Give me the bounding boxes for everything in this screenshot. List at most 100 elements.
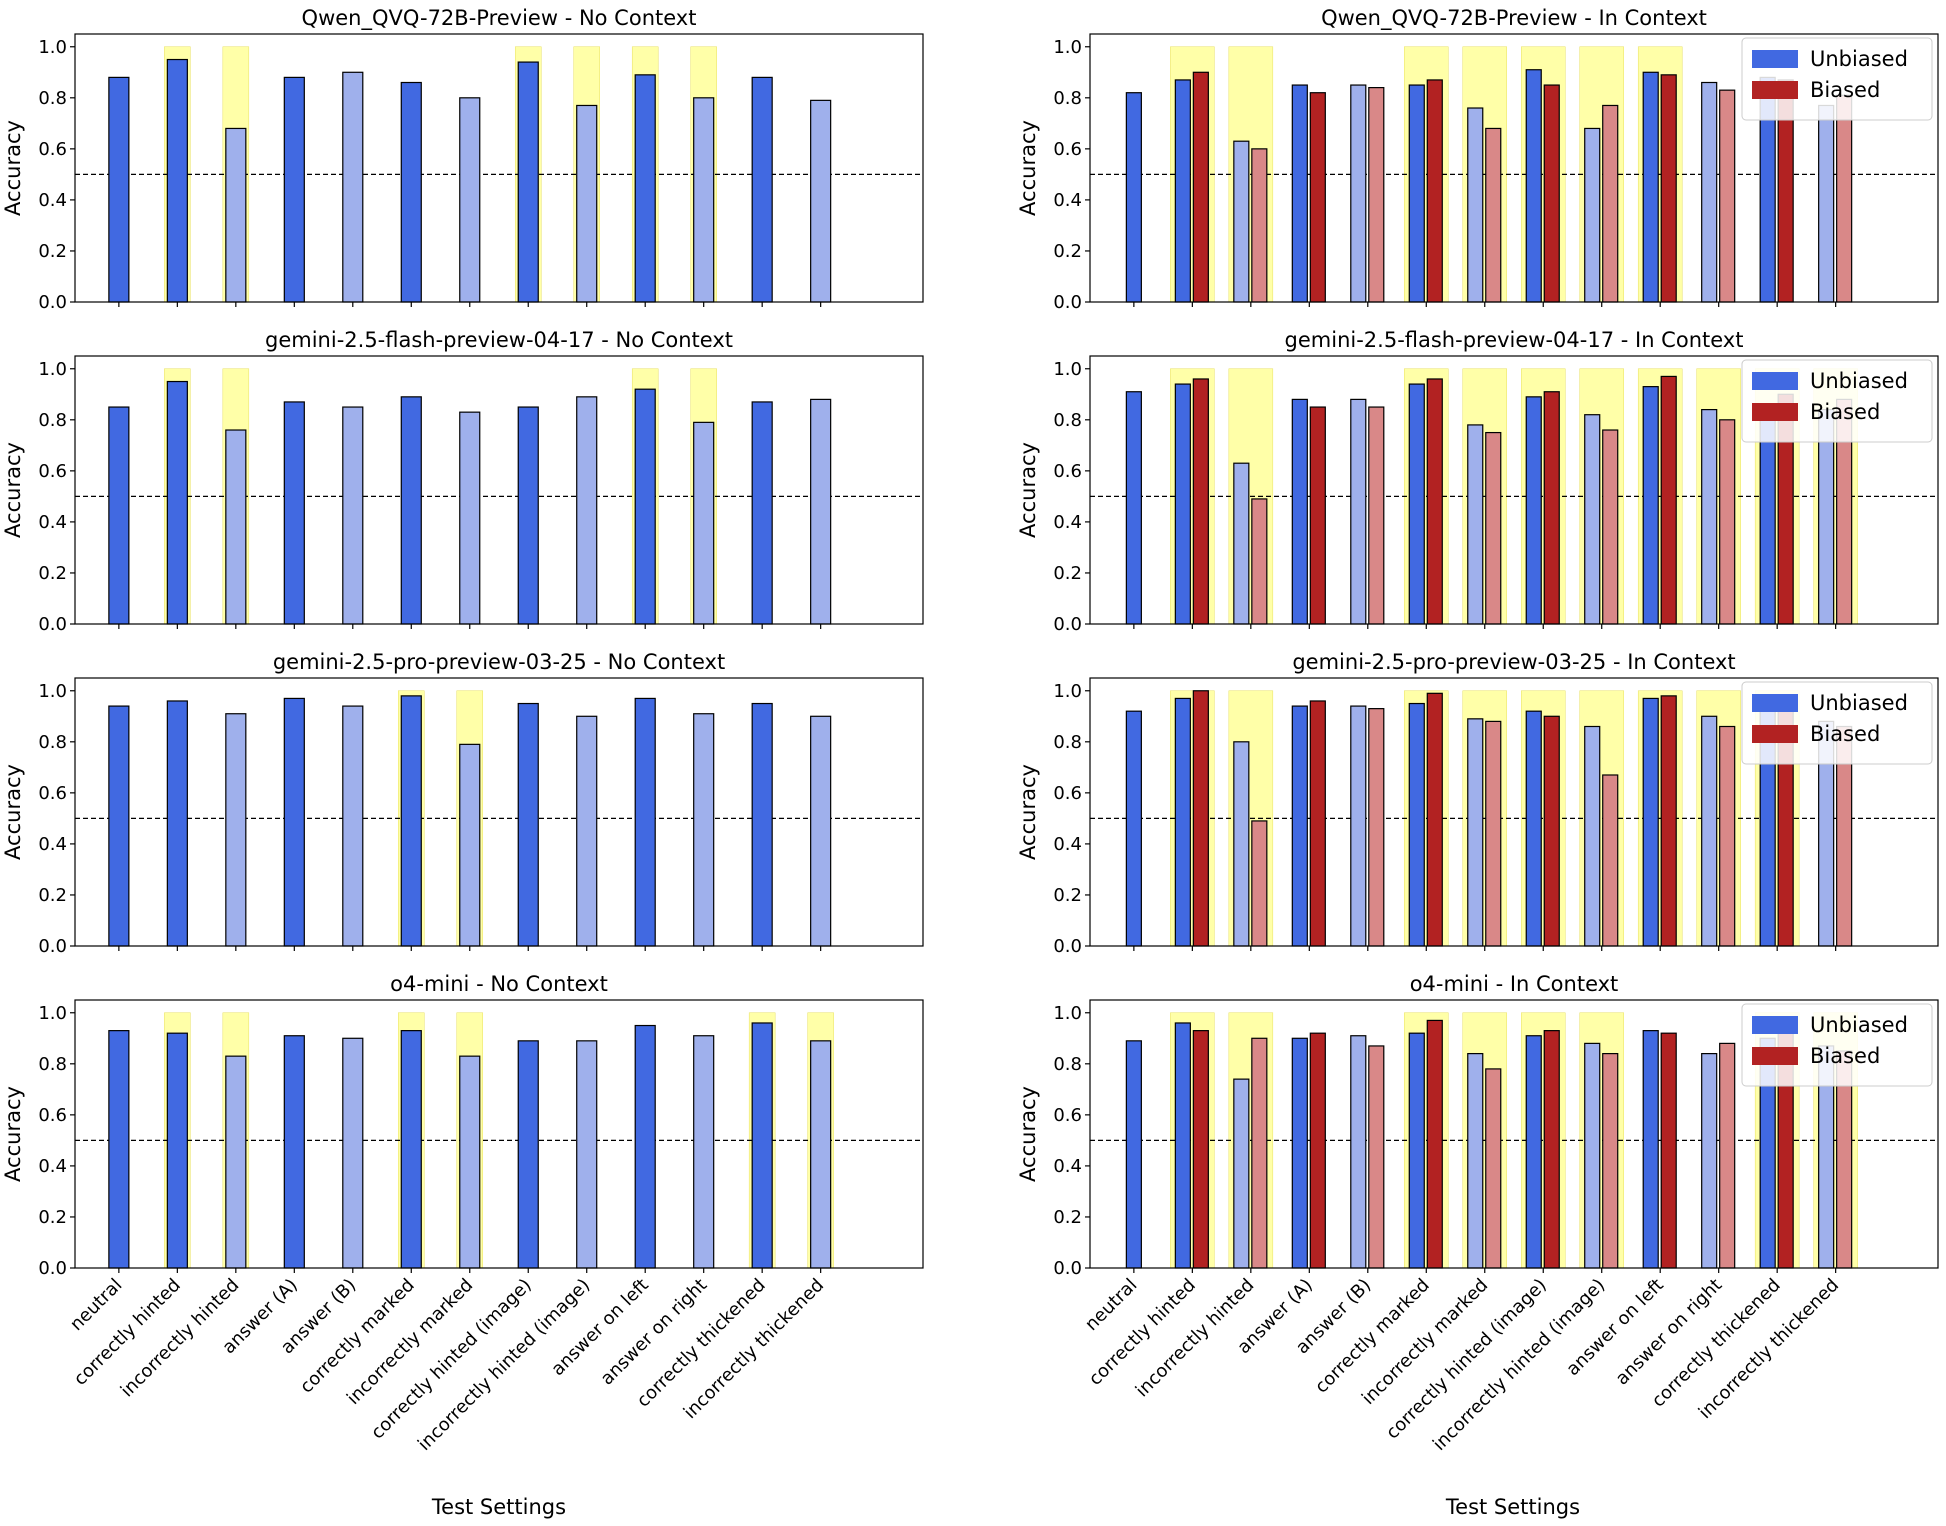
y-tick-label: 0.6	[1053, 1105, 1082, 1126]
y-tick-label: 0.8	[38, 1054, 67, 1075]
bar-unbiased-incorrectly-marked	[1467, 424, 1484, 625]
x-tick-label: answer on right	[597, 1275, 712, 1390]
bar-biased-correctly-hinted	[1192, 378, 1209, 625]
bar-incorrectly-hinted-image-	[576, 1040, 598, 1269]
bar-unbiased-neutral	[1125, 391, 1142, 625]
plot-frame	[74, 33, 924, 303]
bar-incorrectly-marked	[459, 97, 481, 303]
bar-neutral	[108, 1030, 130, 1269]
bar-unbiased-neutral	[1125, 1040, 1142, 1269]
bar-biased-correctly-marked	[1426, 692, 1443, 947]
y-tick-label: 1.0	[38, 359, 67, 380]
y-axis-label: Accuracy	[1016, 442, 1040, 538]
bar-unbiased-incorrectly-hinted	[1233, 140, 1250, 303]
chart-panel: 0.0 0.2 0.4 0.6 0.8 1.0 Accuracy Qwen_QVQ-72B-P…	[1016, 6, 1939, 313]
y-tick-label: 0.6	[1053, 139, 1082, 160]
bar-biased-answer-on-left	[1660, 74, 1677, 303]
bar-unbiased-answer-b-	[1350, 705, 1367, 947]
bar-correctly-hinted-image-	[517, 1040, 539, 1269]
bar-correctly-hinted	[166, 380, 188, 625]
bar-unbiased-incorrectly-marked	[1467, 1052, 1484, 1269]
bar-answer-on-left	[634, 1024, 656, 1269]
bar-biased-incorrectly-hinted	[1251, 498, 1268, 625]
bar-answer-b-	[342, 406, 364, 625]
y-tick-label: 0.6	[1053, 461, 1082, 482]
panels: 0.0 0.2 0.4 0.6 0.8 1.0 Accuracy Qwen_QVQ-72B-P…	[1, 6, 1939, 1455]
y-tick-label: 0.4	[38, 1156, 67, 1177]
bar-unbiased-correctly-hinted	[1174, 383, 1191, 625]
bar-neutral	[108, 76, 130, 303]
y-tick-label: 1.0	[1053, 359, 1082, 380]
bar-biased-incorrectly-marked	[1485, 127, 1502, 303]
chart-panel: 0.0 0.2 0.4 0.6 0.8 1.0 Accuracy gemini-2.5-pro…	[1016, 650, 1939, 957]
bar-correctly-hinted	[166, 1032, 188, 1269]
bar-correctly-thickened	[751, 76, 773, 303]
bar-answer-on-right	[693, 713, 715, 947]
bar-unbiased-answer-b-	[1350, 398, 1367, 625]
bar-unbiased-incorrectly-hinted	[1233, 741, 1250, 947]
bar-unbiased-incorrectly-hinted-image-	[1584, 127, 1601, 303]
y-tick-label: 1.0	[1053, 681, 1082, 702]
bar-biased-correctly-marked	[1426, 79, 1443, 303]
bar-unbiased-incorrectly-hinted	[1233, 462, 1250, 625]
bar-correctly-thickened	[751, 401, 773, 625]
bar-biased-answer-a-	[1309, 92, 1326, 303]
bar-unbiased-correctly-marked	[1408, 383, 1425, 625]
bar-biased-answer-a-	[1309, 406, 1326, 625]
bar-biased-incorrectly-hinted	[1251, 1037, 1268, 1269]
bar-answer-on-right	[693, 97, 715, 303]
bar-unbiased-correctly-hinted	[1174, 79, 1191, 303]
chart-panel: 0.0 0.2 0.4 0.6 0.8 1.0 Accuracy gemini-2.5-fla…	[1016, 328, 1939, 635]
y-tick-label: 0.6	[38, 783, 67, 804]
bar-biased-incorrectly-hinted-image-	[1602, 1052, 1619, 1269]
bar-unbiased-correctly-marked	[1408, 1032, 1425, 1269]
bar-answer-b-	[342, 1037, 364, 1269]
panel-title: gemini-2.5-pro-preview-03-25 - No Contex…	[273, 650, 725, 674]
bar-unbiased-answer-b-	[1350, 1035, 1367, 1269]
y-tick-label: 0.2	[38, 563, 67, 584]
bar-biased-correctly-hinted-image-	[1543, 391, 1560, 625]
bar-biased-answer-on-left	[1660, 695, 1677, 947]
legend-swatch-unbiased	[1752, 694, 1798, 712]
bar-incorrectly-hinted	[225, 1055, 247, 1269]
bar-neutral	[108, 406, 130, 625]
bar-biased-correctly-hinted-image-	[1543, 84, 1560, 303]
bar-unbiased-answer-on-right	[1701, 409, 1718, 625]
legend-label-biased: Biased	[1810, 400, 1880, 424]
x-axis-label-right: Test Settings	[1445, 1495, 1580, 1519]
bar-unbiased-correctly-marked	[1408, 702, 1425, 947]
x-tick-label: correctly hinted	[1085, 1275, 1200, 1390]
y-axis-label: Accuracy	[1, 120, 25, 216]
bar-biased-correctly-hinted	[1192, 1030, 1209, 1269]
bar-unbiased-incorrectly-marked	[1467, 718, 1484, 947]
bar-incorrectly-marked	[459, 1055, 481, 1269]
bar-biased-answer-b-	[1368, 708, 1385, 947]
y-tick-label: 0.0	[1053, 614, 1082, 635]
bar-incorrectly-hinted-image-	[576, 396, 598, 625]
bar-answer-b-	[342, 705, 364, 947]
bar-biased-incorrectly-hinted-image-	[1602, 104, 1619, 303]
panel-title: gemini-2.5-pro-preview-03-25 - In Contex…	[1292, 650, 1735, 674]
bar-biased-correctly-hinted	[1192, 71, 1209, 303]
bar-correctly-marked	[400, 396, 422, 625]
y-tick-label: 1.0	[38, 681, 67, 702]
bar-correctly-marked	[400, 81, 422, 303]
legend-label-unbiased: Unbiased	[1810, 47, 1908, 71]
bar-unbiased-answer-on-left	[1642, 1030, 1659, 1269]
plot-frame	[1089, 999, 1939, 1269]
y-tick-label: 0.2	[1053, 1207, 1082, 1228]
bar-correctly-marked	[400, 1030, 422, 1269]
legend-swatch-unbiased	[1752, 50, 1798, 68]
y-tick-label: 0.0	[38, 292, 67, 313]
bar-biased-incorrectly-thickened	[1836, 94, 1853, 303]
bar-biased-answer-a-	[1309, 700, 1326, 947]
bar-biased-incorrectly-hinted	[1251, 148, 1268, 303]
panel-title: Qwen_QVQ-72B-Preview - In Context	[1321, 6, 1707, 31]
legend-label-biased: Biased	[1810, 1044, 1880, 1068]
bar-biased-answer-on-left	[1660, 1032, 1677, 1269]
bar-unbiased-answer-on-left	[1642, 386, 1659, 625]
bar-biased-incorrectly-hinted	[1251, 820, 1268, 947]
bar-answer-on-left	[634, 697, 656, 947]
panel-title: o4-mini - No Context	[390, 972, 608, 996]
y-tick-label: 0.2	[1053, 885, 1082, 906]
